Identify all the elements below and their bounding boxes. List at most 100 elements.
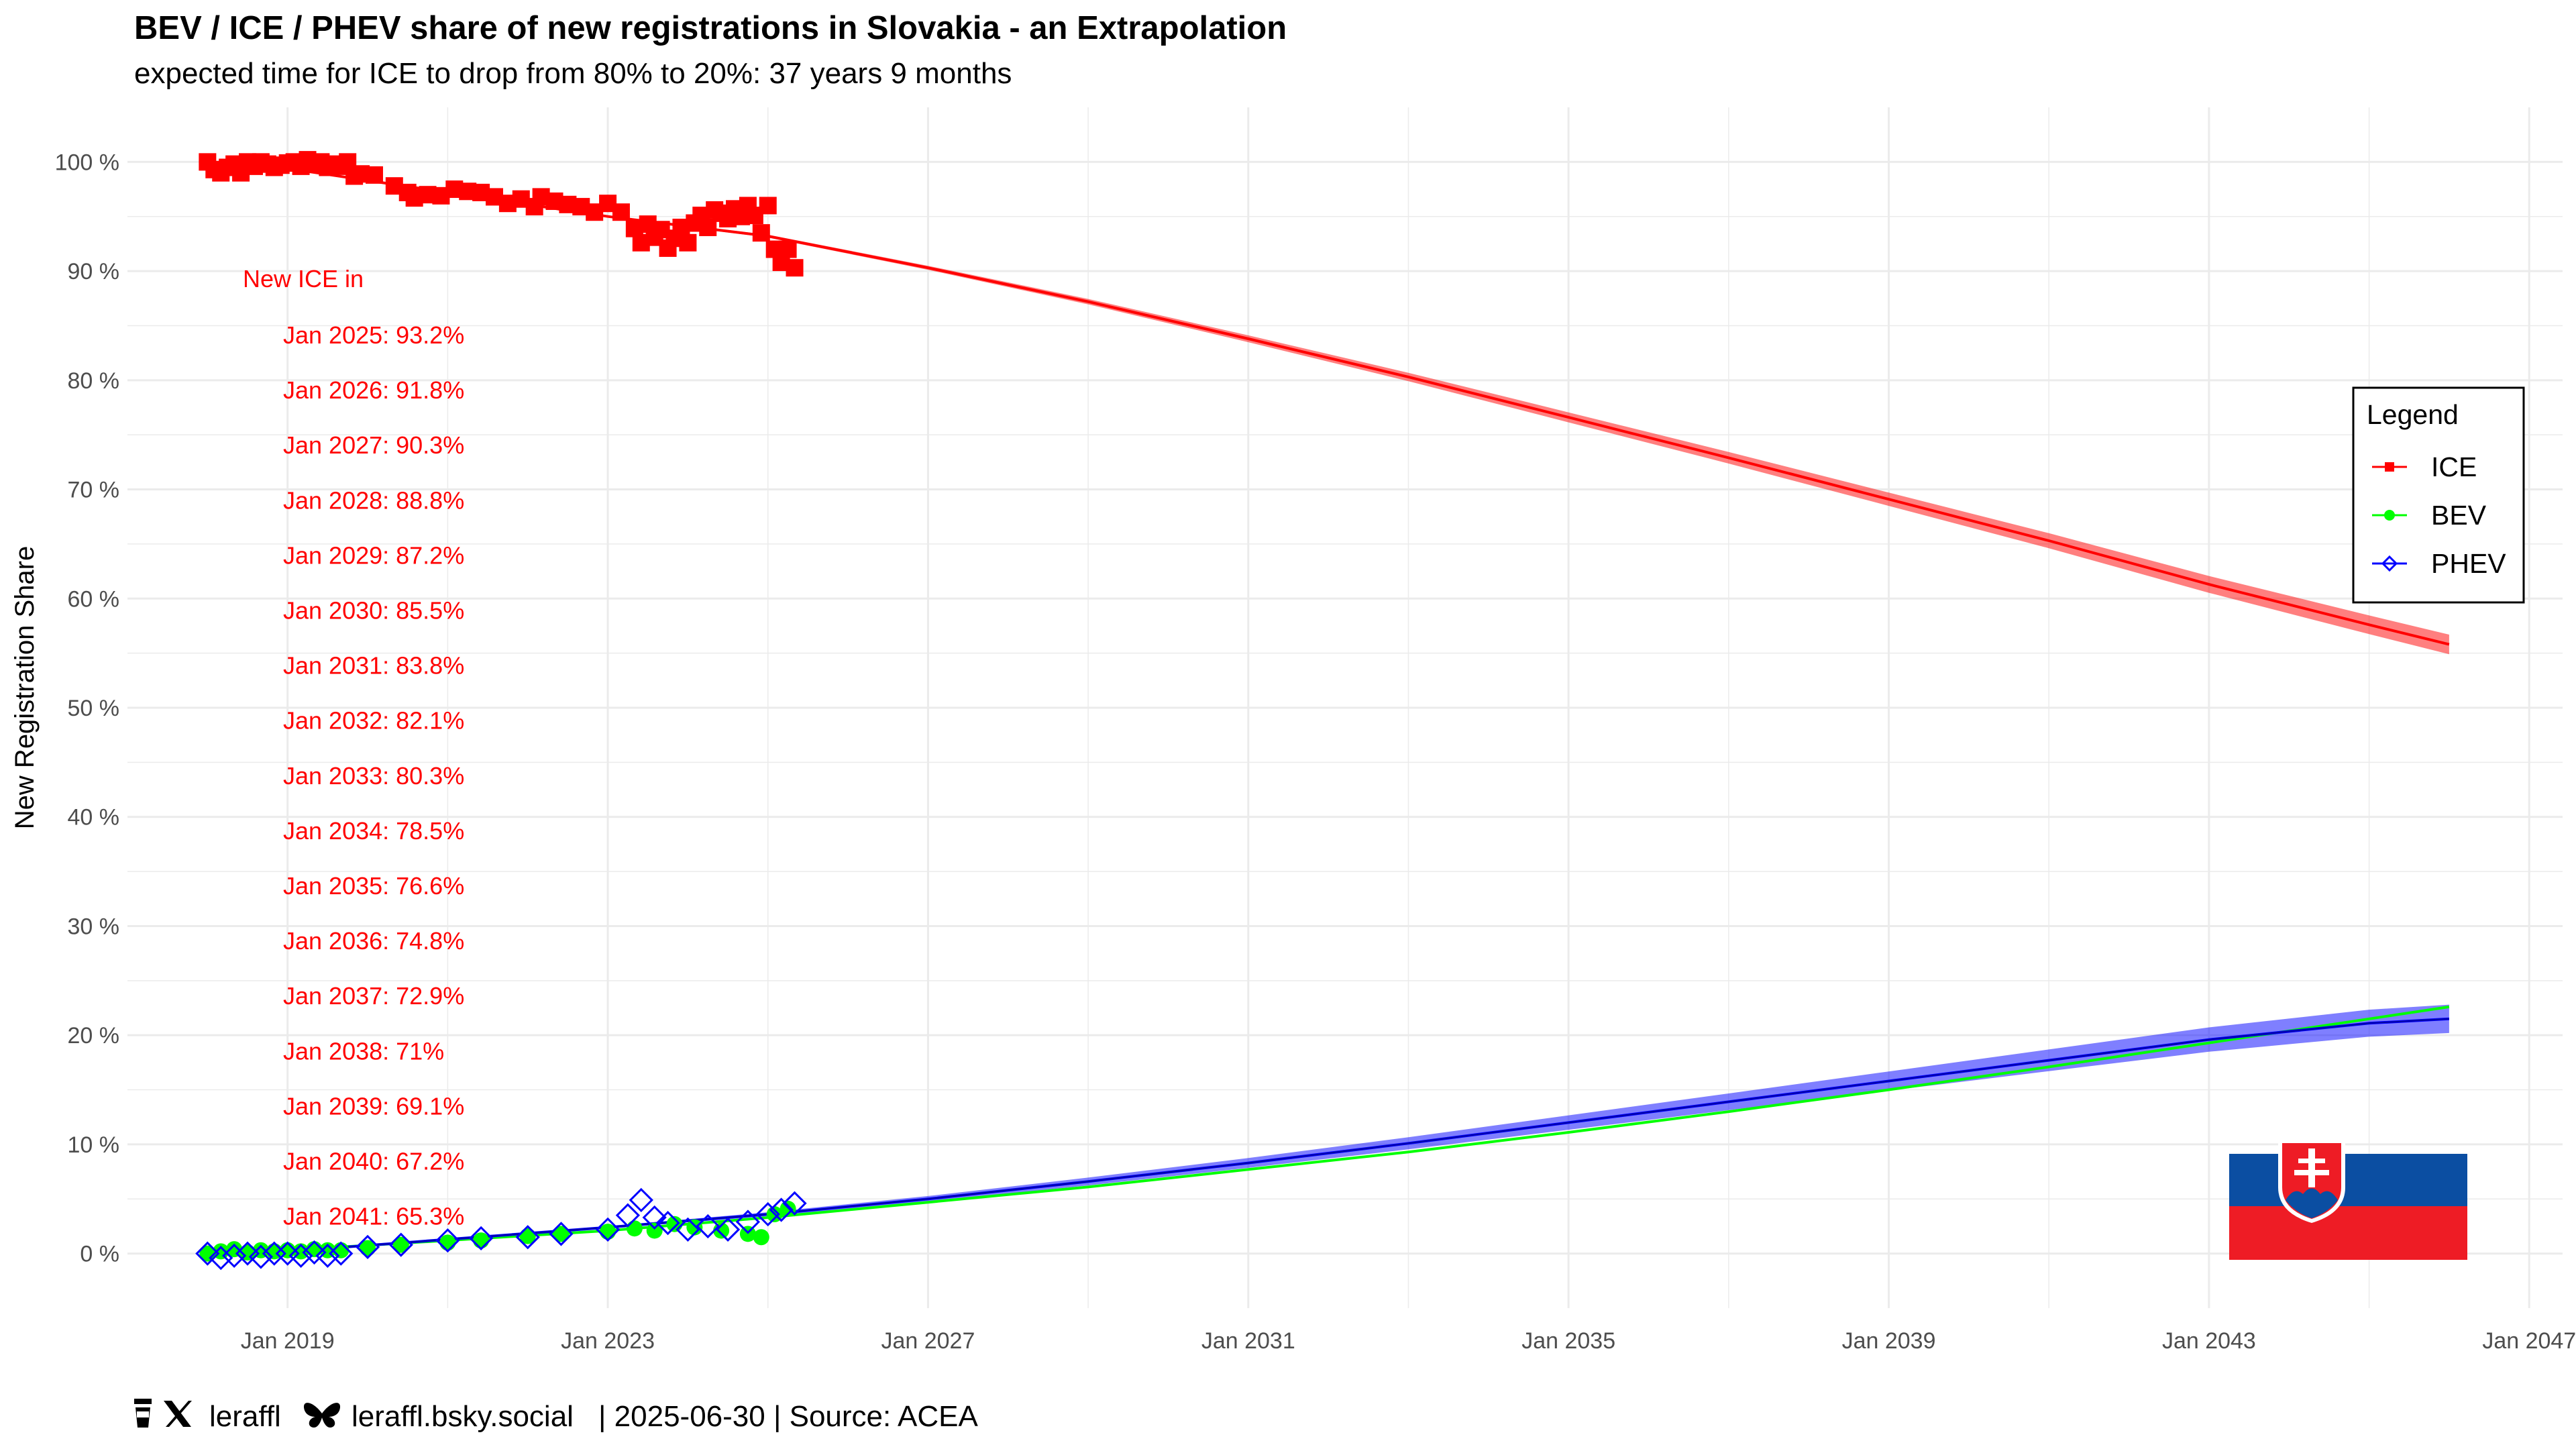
x-tick-label: Jan 2039: [1842, 1328, 1936, 1354]
bev-point: [753, 1229, 769, 1246]
chart-title: BEV / ICE / PHEV share of new registrati…: [134, 10, 1287, 46]
x-tick-label: Jan 2023: [561, 1328, 655, 1354]
annotation-item: Jan 2031: 83.8%: [283, 652, 464, 680]
annotation-item: Jan 2040: 67.2%: [283, 1148, 464, 1175]
chart-subtitle: expected time for ICE to drop from 80% t…: [134, 57, 1012, 90]
bev-point: [626, 1220, 643, 1237]
grid: [127, 107, 2563, 1308]
legend-label-phev: PHEV: [2431, 548, 2506, 579]
y-tick-label: 0 %: [80, 1242, 119, 1267]
legend-box: [2352, 386, 2525, 604]
x-tick-label: Jan 2031: [1201, 1328, 1295, 1354]
annotation-item: Jan 2039: 69.1%: [283, 1092, 464, 1120]
phev-point: [329, 1241, 354, 1266]
annotation-item: Jan 2025: 93.2%: [283, 321, 464, 349]
annotation-item: Jan 2034: 78.5%: [283, 817, 464, 845]
annotation-item: Jan 2037: 72.9%: [283, 982, 464, 1010]
y-tick-label: 10 %: [68, 1132, 120, 1158]
phev-point: [388, 1232, 413, 1257]
phev-point: [715, 1217, 741, 1242]
phev-point: [769, 1197, 794, 1222]
coffee-cup-icon: [134, 1399, 152, 1428]
bev-point: [333, 1242, 350, 1258]
annotation-item: Jan 2036: 74.8%: [283, 927, 464, 955]
y-tick-label: 50 %: [68, 696, 120, 721]
slovakia-flag: [2229, 1140, 2467, 1260]
annotation-item: Jan 2028: 88.8%: [283, 486, 464, 514]
phev-point: [676, 1217, 700, 1242]
x-tick-label: Jan 2027: [881, 1328, 975, 1354]
x-axis: Jan 2019 Jan 2023 Jan 2027 Jan 2031 Jan 2035…: [241, 1328, 2576, 1354]
phev-confidence-band: [287, 1004, 2449, 1252]
legend-item-phev: PHEV: [2372, 548, 2506, 579]
x-tick-label: Jan 2043: [2162, 1328, 2256, 1354]
x-tick-label: Jan 2035: [1521, 1328, 1615, 1354]
phev-point: [435, 1228, 460, 1253]
coat-of-arms-icon: [2278, 1140, 2345, 1223]
phev-point: [468, 1226, 494, 1250]
annotation-item: Jan 2033: 80.3%: [283, 762, 464, 790]
bev-point: [686, 1219, 703, 1236]
caption-handle: leraffl: [209, 1400, 281, 1433]
y-tick-label: 30 %: [68, 914, 120, 939]
phev-trend-core: [287, 1018, 2449, 1252]
annotation-item: Jan 2027: 90.3%: [283, 431, 464, 459]
legend-label-bev: BEV: [2431, 500, 2487, 531]
legend: Legend ICE BEV PHEV: [2352, 386, 2525, 604]
phev-point: [248, 1244, 274, 1269]
bev-point: [553, 1226, 570, 1242]
annotation-item: Jan 2026: 91.8%: [283, 376, 464, 404]
phev-point: [755, 1201, 780, 1227]
data-points: [195, 151, 807, 1271]
y-axis: 0 % 10 % 20 % 30 % 40 % 50 % 60 % 70 % 80 % 90 % 1…: [55, 150, 119, 1267]
y-tick-label: 80 %: [68, 368, 120, 394]
phev-point: [782, 1191, 807, 1216]
x-tick-label: Jan 2019: [241, 1328, 335, 1354]
annotation-item: Jan 2035: 76.6%: [283, 872, 464, 900]
x-logo-icon: [164, 1401, 192, 1427]
ice-point: [786, 259, 804, 277]
bev-point: [646, 1222, 663, 1239]
phev-point: [642, 1205, 667, 1230]
annotation-item: Jan 2041: 65.3%: [283, 1203, 464, 1230]
phev-point: [302, 1240, 327, 1265]
y-tick-label: 100 %: [55, 150, 119, 175]
phev-point: [288, 1243, 313, 1269]
annotation-header: New ICE in: [243, 265, 364, 292]
x-tick-label: Jan 2047: [2482, 1328, 2576, 1354]
ice-point: [365, 166, 383, 184]
phev-point: [209, 1246, 233, 1271]
bev-point: [600, 1224, 616, 1240]
phev-point: [655, 1210, 680, 1236]
caption-bluesky: leraffl.bsky.social: [352, 1400, 574, 1433]
phev-point: [549, 1222, 574, 1246]
y-tick-label: 70 %: [68, 478, 120, 503]
annotation-item: Jan 2029: 87.2%: [283, 541, 464, 569]
ice-point: [752, 224, 770, 242]
phev-point: [515, 1225, 540, 1250]
legend-label-ice: ICE: [2431, 451, 2477, 482]
ice-point: [779, 240, 797, 258]
y-axis-title: New Registration Share: [10, 546, 40, 829]
phev-point: [595, 1217, 621, 1242]
ice-forecast-annotations: New ICE in Jan 2025: 93.2% Jan 2026: 91.8%…: [243, 265, 464, 1230]
phev-point: [235, 1241, 260, 1266]
y-tick-label: 20 %: [68, 1023, 120, 1049]
bev-point: [360, 1240, 376, 1256]
phev-point: [222, 1243, 247, 1269]
bev-point: [439, 1234, 456, 1251]
y-tick-label: 90 %: [68, 259, 120, 284]
butterfly-icon: [303, 1403, 341, 1428]
ice-point: [679, 233, 697, 252]
y-tick-label: 60 %: [68, 586, 120, 612]
phev-point: [615, 1203, 641, 1228]
legend-item-bev: BEV: [2372, 500, 2487, 531]
ice-point: [759, 197, 777, 215]
legend-item-ice: ICE: [2372, 451, 2477, 482]
caption-date-source: | 2025-06-30 | Source: ACEA: [598, 1400, 979, 1433]
confidence-bands: [287, 168, 2449, 1252]
annotation-item: Jan 2030: 85.5%: [283, 597, 464, 625]
ice-point: [612, 203, 630, 221]
